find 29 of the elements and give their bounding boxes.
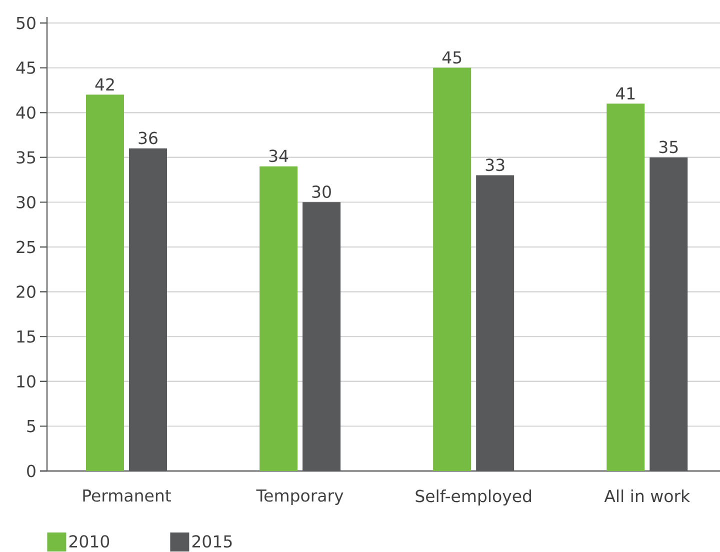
y-tick-label: 5 [27,420,36,432]
y-tick-label: 25 [16,240,36,254]
bar [260,166,298,471]
y-tick-label: 15 [17,330,36,343]
data-label: 33 [486,158,504,172]
y-tick-label: 50 [16,16,36,30]
x-tick-label: Temporary [256,490,344,505]
y-tick-label: 40 [16,106,36,119]
y-tick-label: 20 [16,286,36,298]
bar [433,68,472,471]
x-tick-label: All in work [604,490,690,502]
y-tick-label: 35 [16,151,36,164]
data-label: 35 [659,140,678,154]
data-label: 36 [138,132,158,144]
data-label: 41 [616,87,635,100]
data-label: 45 [442,51,462,64]
legend-label: 2015 [192,535,232,548]
data-label: 42 [95,78,114,90]
data-label: 34 [269,150,288,162]
bar [606,104,645,471]
legend-label: 2010 [69,535,110,548]
bar [86,94,124,471]
data-label: 30 [312,186,331,198]
y-tick-label: 0 [27,464,36,478]
x-tick-label: Self-employed [416,490,532,506]
y-tick-label: 10 [17,375,36,388]
y-tick-label: 45 [16,62,36,74]
x-tick-label: Permanent [83,490,171,502]
y-tick-label: 30 [16,196,36,208]
